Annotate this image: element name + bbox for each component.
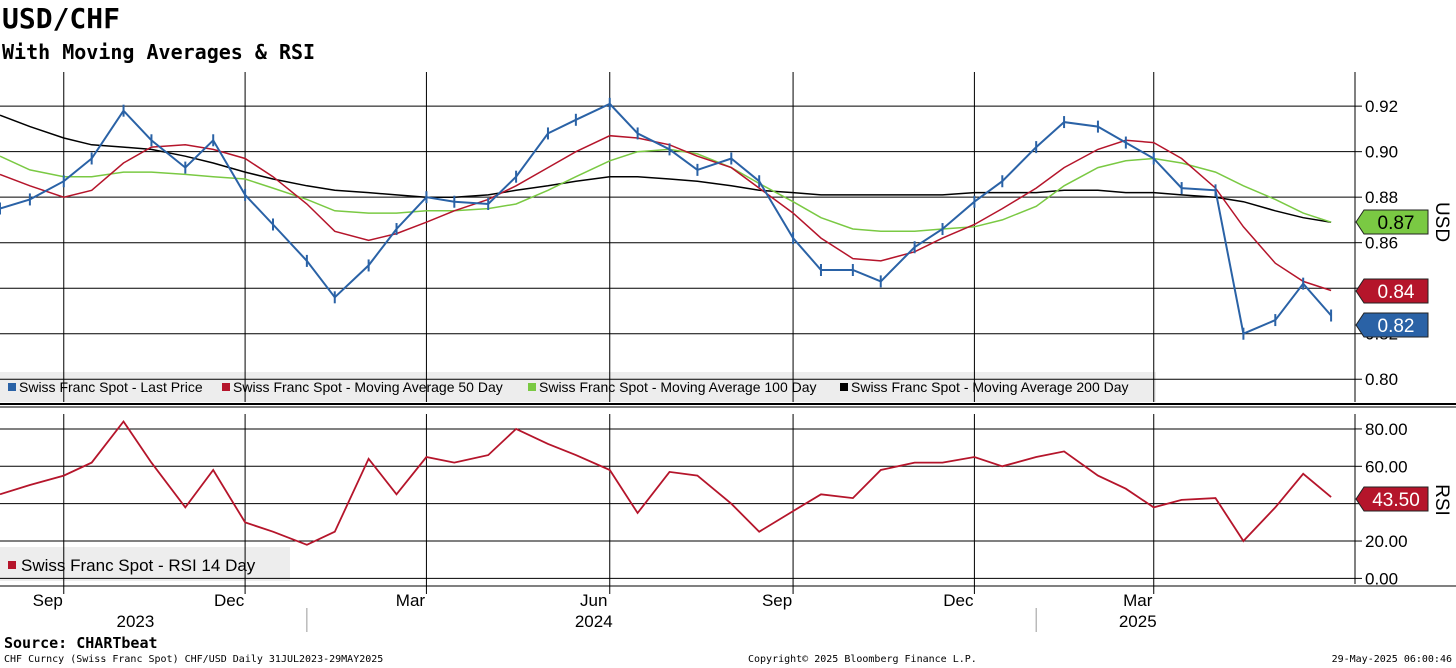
flag-ma50: 0.84: [1355, 278, 1429, 304]
flag-price-bg: [1355, 312, 1429, 338]
rsi-ytick-label: 80.00: [1365, 420, 1408, 439]
legend-swatch: [528, 383, 536, 391]
price-axis-title: USD: [1431, 202, 1452, 242]
rsi-legend-label: Swiss Franc Spot - RSI 14 Day: [21, 556, 256, 575]
flag-rsi: 43.50: [1355, 486, 1429, 512]
legend-label: Swiss Franc Spot - Moving Average 200 Da…: [851, 379, 1129, 395]
x-month-label: Dec: [214, 591, 245, 610]
x-year-label: 2023: [117, 612, 155, 631]
price-ytick-label: 0.88: [1365, 188, 1398, 207]
legend-swatch: [8, 383, 16, 391]
x-year-label: 2025: [1119, 612, 1157, 631]
flag-rsi-text: 43.50: [1372, 490, 1420, 511]
flag-ma50-text: 0.84: [1378, 282, 1415, 303]
footer-timestamp: 29-May-2025 06:00:46: [1331, 654, 1452, 665]
rsi-line: [0, 419, 1332, 546]
series-line-swiss-franc-spot-moving-average-200-day: [0, 114, 1332, 223]
flag-ma100-bg: [1355, 209, 1429, 235]
price-line: [0, 102, 1332, 336]
rsi-ytick-label: 20.00: [1365, 532, 1408, 551]
legend-label: Swiss Franc Spot - Moving Average 100 Da…: [539, 379, 817, 395]
x-month-label: Sep: [762, 591, 792, 610]
rsi-ytick-label: 60.00: [1365, 457, 1408, 476]
legend-label: Swiss Franc Spot - Moving Average 50 Day: [233, 379, 503, 395]
series-line-swiss-franc-spot-moving-average-100-day: [0, 148, 1332, 233]
legend-swatch: [222, 383, 230, 391]
flag-ma100-text: 0.87: [1378, 213, 1415, 234]
x-month-label: Mar: [1123, 591, 1153, 610]
price-ytick-label: 0.86: [1365, 234, 1398, 253]
price-legend-box: [0, 372, 1156, 402]
legend-swatch: [840, 383, 848, 391]
x-month-label: Jun: [580, 591, 607, 610]
source-label: Source: CHARTbeat: [4, 634, 158, 652]
price-ytick-label: 0.90: [1365, 143, 1398, 162]
rsi-axis-title: RSI: [1431, 484, 1452, 516]
rsi-legend-swatch: [8, 561, 16, 569]
rsi-legend-box: [0, 547, 290, 581]
price-ytick-label: 0.92: [1365, 97, 1398, 116]
series-line-swiss-franc-spot-moving-average-50-day: [0, 134, 1332, 292]
rsi-ytick-label: 0.00: [1365, 569, 1398, 588]
flag-ma50-bg: [1355, 278, 1429, 304]
legend-label: Swiss Franc Spot - Last Price: [19, 379, 203, 395]
flag-ma100: 0.87: [1355, 209, 1429, 235]
flag-price-text: 0.82: [1378, 316, 1415, 337]
x-year-label: 2024: [575, 612, 613, 631]
x-month-label: Mar: [396, 591, 426, 610]
footer-left: CHF Curncy (Swiss Franc Spot) CHF/USD Da…: [4, 654, 384, 665]
flag-price: 0.82: [1355, 312, 1429, 338]
chart-subtitle: With Moving Averages & RSI: [2, 40, 316, 64]
x-month-label: Dec: [943, 591, 974, 610]
price-ytick-label: 0.80: [1365, 370, 1398, 389]
flag-rsi-bg: [1355, 486, 1429, 512]
x-month-label: Sep: [33, 591, 63, 610]
chart-title: USD/CHF: [2, 2, 121, 35]
footer-copyright: Copyright© 2025 Bloomberg Finance L.P.: [748, 654, 977, 665]
